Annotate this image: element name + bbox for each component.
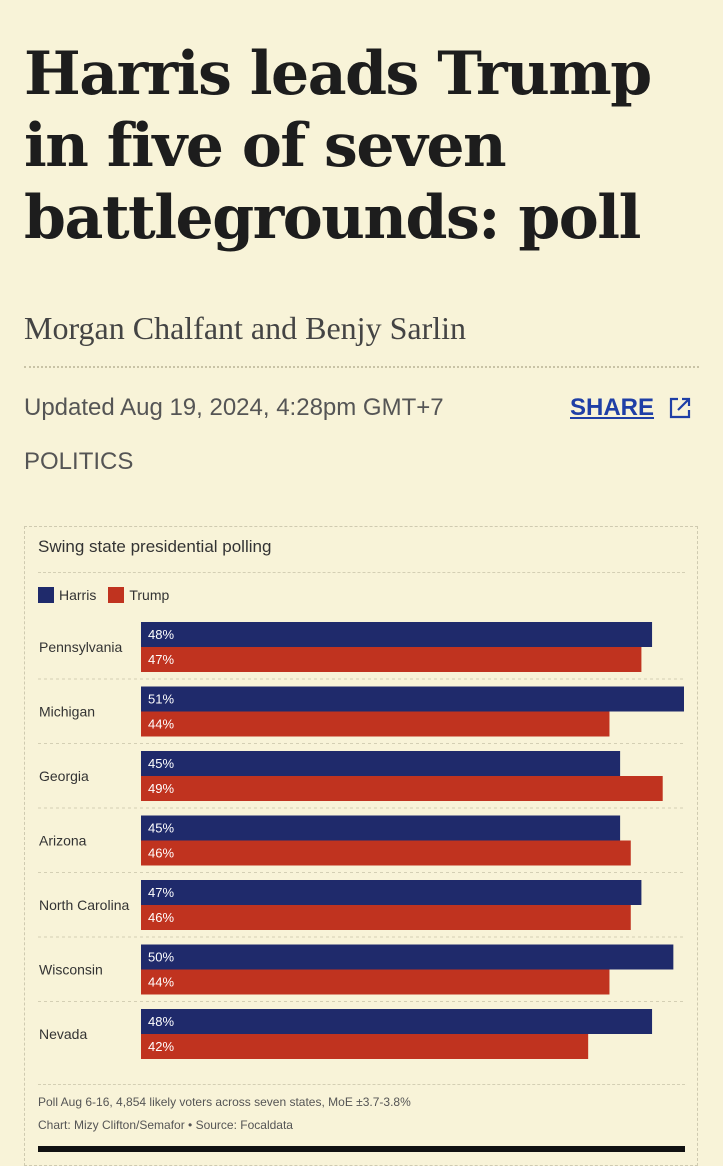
bar-trump <box>141 969 610 995</box>
legend-label-trump: Trump <box>129 587 170 603</box>
share-button[interactable]: SHARE <box>570 394 692 422</box>
data-label: 48% <box>148 627 174 642</box>
category-label: Arizona <box>39 833 87 849</box>
article-headline: Harris leads Trump in five of seven batt… <box>24 39 652 253</box>
bar-trump <box>141 647 642 672</box>
bar-harris <box>141 751 621 776</box>
data-label: 44% <box>148 717 174 732</box>
bar-trump <box>141 840 631 866</box>
bar-trump <box>141 1034 589 1059</box>
updated-timestamp: Updated Aug 19, 2024, 4:28pm GMT+7 <box>24 394 444 421</box>
chart-legend: Harris Trump <box>38 587 181 603</box>
chart-credit: Chart: Mizy Clifton/Semafor • Source: Fo… <box>38 1118 293 1132</box>
data-label: 49% <box>148 781 174 796</box>
category-label: Georgia <box>39 768 89 784</box>
data-label: 50% <box>148 950 174 965</box>
data-label: 45% <box>148 756 174 771</box>
data-label: 48% <box>148 1014 174 1029</box>
data-label: 42% <box>148 1039 174 1054</box>
article-byline[interactable]: Morgan Chalfant and Benjy Sarlin <box>24 310 466 346</box>
external-link-icon <box>669 397 691 419</box>
chart-title: Swing state presidential polling <box>38 537 272 556</box>
bar-trump <box>141 711 610 737</box>
bar-harris <box>141 686 684 712</box>
divider <box>24 366 699 368</box>
data-label: 47% <box>148 652 174 667</box>
content-bar <box>38 1146 685 1152</box>
chart-title-divider <box>38 572 685 573</box>
data-label: 47% <box>148 885 174 900</box>
category-tag[interactable]: POLITICS <box>24 448 134 475</box>
bar-harris <box>141 622 653 647</box>
category-label: Nevada <box>39 1026 87 1042</box>
category-label: Michigan <box>39 704 95 720</box>
data-label: 51% <box>148 692 174 707</box>
share-label: SHARE <box>570 394 655 421</box>
bar-trump <box>141 905 631 930</box>
category-label: Pennsylvania <box>39 639 122 655</box>
bar-harris <box>141 880 642 905</box>
chart-footer-divider <box>38 1084 685 1085</box>
category-label: North Carolina <box>39 897 129 913</box>
bar-harris <box>141 815 621 841</box>
legend-swatch-harris <box>38 587 54 603</box>
bar-harris <box>141 1009 653 1034</box>
legend-label-harris: Harris <box>59 587 97 603</box>
bar-harris <box>141 944 674 970</box>
data-label: 46% <box>148 910 174 925</box>
category-label: Wisconsin <box>39 962 103 978</box>
legend-swatch-trump <box>108 587 125 603</box>
data-label: 46% <box>148 846 174 861</box>
chart-footnote: Poll Aug 6-16, 4,854 likely voters acros… <box>38 1095 411 1109</box>
data-label: 45% <box>148 821 174 836</box>
data-label: 44% <box>148 975 174 990</box>
bar-trump <box>141 776 663 801</box>
